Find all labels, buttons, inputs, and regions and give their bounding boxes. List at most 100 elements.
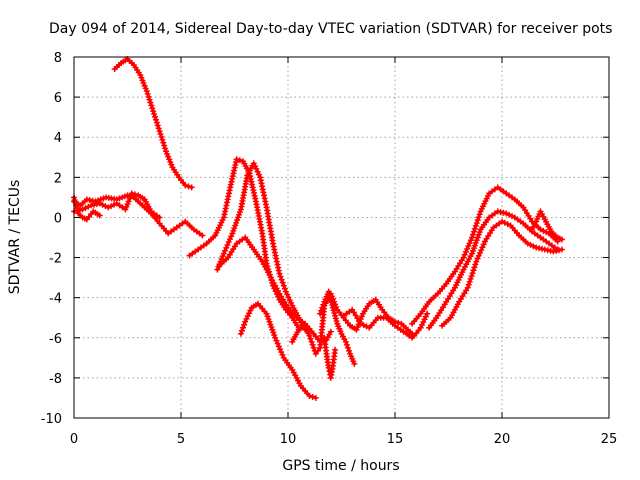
- series-line: [410, 185, 560, 326]
- data-point-marker: [148, 102, 155, 109]
- data-point-marker: [306, 392, 313, 399]
- data-point-marker: [250, 160, 257, 167]
- data-point-marker: [182, 182, 189, 189]
- data-point-marker: [317, 310, 324, 317]
- data-point-marker: [286, 297, 293, 304]
- data-point-marker: [307, 335, 314, 342]
- data-point-marker: [281, 285, 288, 292]
- data-point-marker: [185, 183, 192, 190]
- x-tick-label: 15: [387, 432, 404, 447]
- data-point-marker: [238, 327, 245, 334]
- data-point-marker: [309, 393, 316, 400]
- data-point-marker: [345, 347, 352, 354]
- data-point-marker: [128, 190, 135, 197]
- data-point-marker: [275, 343, 282, 350]
- data-point-marker: [145, 93, 152, 100]
- series-arc-7: [216, 234, 334, 345]
- data-point-marker: [417, 324, 424, 331]
- y-tick-label: -6: [49, 332, 62, 347]
- data-point-marker: [422, 313, 429, 320]
- data-point-marker: [480, 241, 487, 248]
- data-point-marker: [473, 220, 480, 227]
- data-point-marker: [467, 275, 474, 282]
- data-point-marker: [312, 394, 319, 401]
- y-tick-label: 8: [54, 51, 62, 66]
- data-point-marker: [424, 310, 431, 317]
- y-tick-label: 2: [54, 171, 62, 186]
- data-point-marker: [470, 228, 477, 235]
- data-point-marker: [314, 347, 321, 354]
- data-point-marker: [161, 142, 168, 149]
- data-point-marker: [420, 319, 427, 326]
- data-point-marker: [464, 284, 471, 291]
- data-point-marker: [479, 244, 486, 251]
- series-arc-16: [528, 208, 565, 243]
- series-arc-3: [71, 194, 103, 223]
- data-point-marker: [279, 279, 286, 286]
- data-point-marker: [320, 301, 327, 308]
- data-point-marker: [278, 276, 285, 283]
- y-axis-label: SDTVAR / TECUs: [7, 180, 23, 295]
- data-point-marker: [240, 324, 247, 331]
- series-arc-10: [317, 288, 358, 367]
- data-point-marker: [143, 88, 150, 95]
- data-point-marker: [460, 254, 467, 261]
- series-arc-1: [71, 192, 206, 239]
- data-point-marker: [152, 116, 159, 123]
- series-arc-2: [71, 190, 163, 221]
- y-tick-label: -8: [49, 372, 62, 387]
- data-point-marker: [474, 217, 481, 224]
- data-point-marker: [344, 344, 351, 351]
- data-point-marker: [308, 338, 315, 345]
- data-point-marker: [255, 171, 262, 178]
- data-point-marker: [465, 243, 472, 250]
- data-point-marker: [276, 270, 283, 277]
- x-tick-label: 0: [70, 432, 78, 447]
- data-point-marker: [351, 360, 358, 367]
- data-point-marker: [236, 157, 243, 164]
- data-point-marker: [242, 318, 249, 325]
- data-point-marker: [278, 349, 285, 356]
- series-arc-14: [426, 208, 561, 331]
- data-point-marker: [409, 334, 416, 341]
- data-point-marker: [273, 337, 280, 344]
- data-point-marker: [155, 125, 162, 132]
- data-point-marker: [558, 246, 565, 253]
- data-point-marker: [476, 211, 483, 218]
- data-point-marker: [306, 332, 313, 339]
- x-tick-label: 10: [280, 432, 297, 447]
- data-point-marker: [465, 281, 472, 288]
- data-point-marker: [254, 168, 261, 175]
- x-tick-label: 25: [601, 432, 618, 447]
- x-tick-label: 5: [177, 432, 185, 447]
- x-tick-label: 20: [494, 432, 511, 447]
- chart-title: Day 094 of 2014, Sidereal Day-to-day VTE…: [49, 21, 612, 37]
- data-point-marker: [157, 131, 164, 138]
- data-point-marker: [310, 344, 317, 351]
- data-point-marker: [253, 165, 260, 172]
- data-point-marker: [282, 288, 289, 295]
- y-tick-label: -4: [49, 292, 62, 307]
- data-point-marker: [274, 340, 281, 347]
- data-point-marker: [461, 251, 468, 258]
- data-point-marker: [131, 191, 138, 198]
- data-point-marker: [228, 233, 235, 240]
- data-point-marker: [280, 282, 287, 289]
- data-point-marker: [272, 334, 279, 341]
- data-point-marker: [154, 122, 161, 129]
- data-point-marker: [156, 214, 163, 221]
- data-point-marker: [244, 313, 251, 320]
- data-point-marker: [152, 113, 159, 120]
- data-point-marker: [470, 267, 477, 274]
- data-point-marker: [473, 258, 480, 265]
- data-point-marker: [467, 237, 474, 244]
- data-point-marker: [226, 236, 233, 243]
- series-line: [427, 209, 560, 330]
- data-point-marker: [225, 239, 232, 246]
- series-arc-11: [321, 334, 339, 381]
- data-point-marker: [277, 346, 284, 353]
- data-point-marker: [285, 294, 292, 301]
- data-point-marker: [319, 304, 326, 311]
- data-point-marker: [284, 291, 291, 298]
